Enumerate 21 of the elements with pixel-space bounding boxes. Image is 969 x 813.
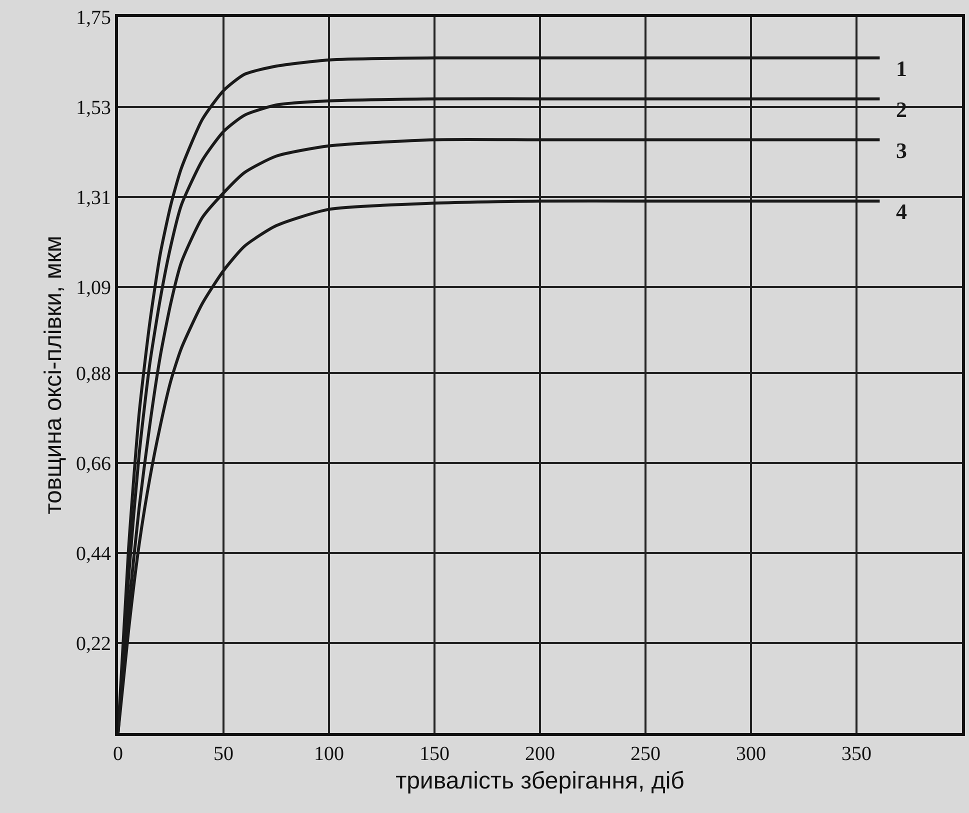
series-label: 1 [896, 56, 907, 81]
series-label: 3 [896, 138, 907, 163]
y-tick-label: 0,88 [76, 362, 111, 385]
y-tick-label: 1,31 [76, 187, 111, 210]
x-tick-label: 50 [214, 743, 234, 765]
x-tick-label: 100 [314, 743, 344, 765]
y-tick-label: 0,44 [76, 542, 111, 565]
x-tick-label: 350 [842, 743, 872, 765]
x-tick-label: 200 [525, 743, 555, 765]
y-tick-label: 0,66 [76, 452, 111, 475]
y-tick-label: 1,53 [76, 97, 111, 120]
y-tick-label: 1,75 [76, 7, 111, 29]
x-tick-label: 300 [736, 743, 766, 765]
y-tick-label: 0,22 [76, 632, 111, 655]
x-axis-title: тривалість зберігання, діб [396, 767, 684, 794]
y-axis-title: товщина оксі-плівки, мкм [40, 236, 68, 514]
x-tick-label: 150 [420, 743, 450, 765]
y-tick-label: 1,09 [76, 277, 111, 300]
x-tick-label: 250 [630, 743, 660, 765]
series-label: 4 [896, 199, 907, 224]
x-tick-label: 0 [113, 743, 123, 765]
